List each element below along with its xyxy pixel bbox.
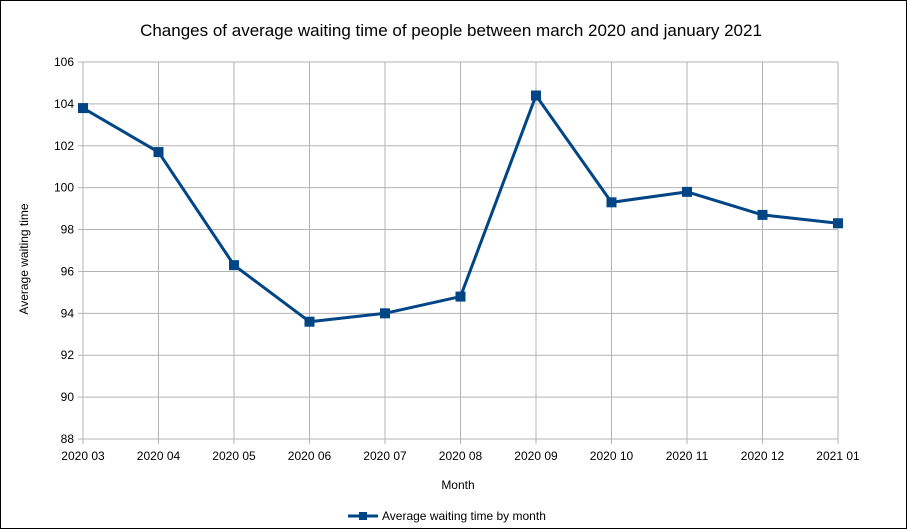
data-point-marker — [229, 260, 239, 271]
x-tick-label: 2020 11 — [666, 449, 709, 463]
y-tick-label: 90 — [61, 390, 75, 404]
y-tick-label: 104 — [54, 97, 74, 111]
y-tick-label: 96 — [61, 264, 75, 278]
data-point-marker — [304, 316, 315, 327]
data-point-marker — [153, 147, 164, 158]
y-tick-label: 100 — [54, 181, 74, 195]
data-point-marker — [682, 186, 692, 197]
x-tick-label: 2020 04 — [137, 449, 181, 463]
data-point-marker — [757, 209, 768, 220]
legend-label: Average waiting time by month — [382, 509, 546, 523]
chart-title: Changes of average waiting time of peopl… — [140, 21, 762, 40]
x-tick-label: 2020 12 — [741, 449, 785, 463]
x-axis-ticks: 2020 03 2020 04 2020 05 2020 06 2020 07 2020 … — [61, 439, 860, 463]
data-point-marker — [78, 103, 88, 114]
grid-lines — [82, 61, 839, 440]
y-tick-label: 106 — [54, 55, 74, 69]
x-tick-label: 2020 03 — [61, 449, 105, 463]
x-tick-label: 2020 05 — [212, 449, 256, 463]
legend-marker-swatch — [359, 512, 367, 520]
x-axis-label: Month — [441, 478, 474, 492]
x-tick-label: 2020 06 — [288, 449, 332, 463]
x-tick-label: 2020 10 — [590, 449, 634, 463]
data-point-marker — [606, 197, 617, 208]
x-tick-label: 2020 08 — [439, 449, 483, 463]
x-tick-label: 2020 07 — [363, 449, 407, 463]
y-tick-label: 88 — [61, 432, 75, 446]
data-point-marker — [531, 90, 541, 101]
y-tick-label: 94 — [61, 306, 75, 320]
y-axis-ticks: 88 90 92 94 96 98 100 102 104 106 — [54, 55, 83, 446]
data-point-marker — [455, 291, 466, 302]
series-group — [78, 90, 843, 327]
y-tick-label: 98 — [61, 223, 75, 237]
legend: Average waiting time by month — [348, 509, 546, 523]
y-tick-label: 92 — [61, 348, 75, 362]
x-tick-label: 2020 09 — [514, 449, 558, 463]
data-point-marker — [380, 308, 390, 319]
y-tick-label: 102 — [54, 139, 74, 153]
y-axis-label: Average waiting time — [17, 203, 31, 314]
x-tick-label: 2021 01 — [816, 449, 860, 463]
data-point-marker — [833, 218, 843, 229]
